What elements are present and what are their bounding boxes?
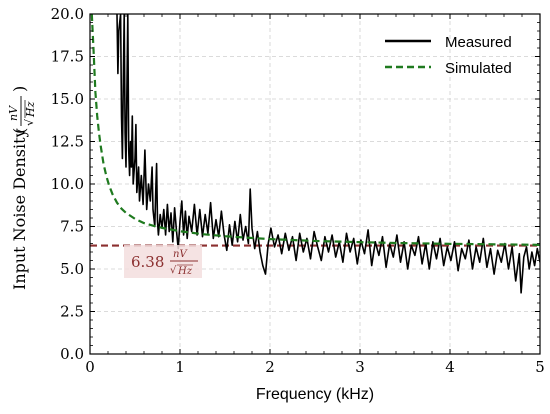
reference-label-numerator: nV: [173, 249, 188, 260]
y-tick-label: 17.5: [51, 48, 84, 66]
y-tick-label: 5.0: [60, 260, 84, 278]
y-tick-label: 12.5: [51, 133, 84, 151]
x-tick-label: 0: [85, 358, 95, 376]
x-tick-label: 1: [175, 358, 185, 376]
legend-label-simulated: Simulated: [445, 60, 512, 77]
y-axis-label-denominator: Hz: [24, 101, 37, 118]
x-tick-label: 3: [355, 358, 365, 376]
reference-label-denominator: Hz: [177, 266, 193, 277]
x-tick-label: 5: [535, 358, 545, 376]
y-axis-label-close-paren: ): [10, 86, 29, 92]
reference-label-value: 6.38: [131, 253, 164, 271]
x-tick-label: 4: [445, 358, 455, 376]
y-axis-label-prefix: Input Noise Density: [10, 128, 29, 290]
legend-label-measured: Measured: [445, 34, 512, 51]
legend: Measured Simulated: [385, 34, 512, 77]
y-tick-label: 20.0: [51, 5, 84, 23]
y-axis-label-open-paren: (: [10, 128, 29, 134]
series-line-measured: [116, 14, 540, 294]
y-tick-label: 7.5: [60, 218, 84, 236]
y-axis-label-sqrt: √: [23, 118, 36, 126]
y-tick-label: 2.5: [60, 303, 84, 321]
reference-label-sqrt: √: [170, 265, 177, 276]
grid-lines: [90, 14, 540, 354]
y-axis-label: Input Noise Density ( nV √ Hz ): [7, 86, 37, 290]
y-tick-label: 0.0: [60, 345, 84, 363]
x-tick-label: 2: [265, 358, 275, 376]
series-line-simulated: [90, 14, 540, 246]
y-tick-label: 10.0: [51, 175, 84, 193]
x-axis-label: Frequency (kHz): [256, 386, 374, 403]
axis-ticks: 0.0 2.5 5.0 7.5 10.0 12.5 15.0 17.5 20.0 0 1 2 3 4 5: [51, 5, 545, 376]
reference-annotation: 6.38 nV √ Hz: [124, 245, 202, 278]
y-tick-label: 15.0: [51, 90, 84, 108]
plot-series: [90, 14, 540, 294]
y-axis-label-numerator: nV: [7, 105, 20, 121]
